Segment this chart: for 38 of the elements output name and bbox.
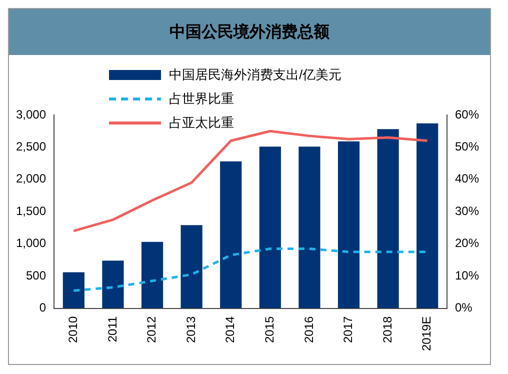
y2-tick-label: 40% [454, 172, 480, 186]
y-tick-label: 500 [26, 268, 46, 282]
y-tick-label: 1,000 [16, 236, 46, 250]
y-tick-label: 3,000 [16, 107, 46, 122]
x-tick-label: 2012 [144, 316, 159, 344]
x-tick-label: 2016 [302, 316, 316, 344]
y-tick-label: 2,500 [16, 140, 46, 154]
y2-tick-label: 0% [454, 300, 473, 315]
x-tick-label: 2015 [262, 316, 276, 344]
bar [141, 242, 164, 308]
y2-tick-label: 60% [454, 107, 480, 122]
x-tick-label: 2010 [66, 316, 80, 344]
x-tick-label: 2019E [420, 316, 434, 352]
y2-tick-label: 20% [454, 236, 480, 250]
chart-title: 中国公民境外消费总额 [9, 9, 490, 55]
bar [298, 146, 320, 308]
bar [62, 272, 84, 308]
legend-label: 占世界比重 [169, 90, 234, 108]
y-tick-label: 1,500 [16, 204, 46, 218]
bar [259, 146, 281, 308]
bar [102, 260, 124, 308]
y2-tick-label: 50% [454, 140, 480, 154]
bar [180, 225, 202, 308]
x-tick-label: 2014 [223, 316, 238, 344]
y2-tick-label: 30% [454, 204, 480, 218]
legend-label: 中国居民海外消费支出/亿美元 [169, 66, 342, 84]
x-tick-label: 2018 [380, 316, 394, 344]
y2-tick-label: 10% [454, 268, 480, 282]
y-tick-label: 2,000 [16, 172, 46, 186]
x-tick-label: 2013 [184, 316, 198, 344]
x-tick-label: 2017 [341, 316, 356, 344]
bar [338, 141, 360, 308]
y-tick-label: 0 [39, 300, 46, 315]
legend-label: 占亚太比重 [169, 114, 234, 132]
x-tick-label: 2011 [105, 316, 120, 342]
bar [220, 161, 242, 308]
bar [377, 129, 399, 308]
bar [416, 123, 438, 308]
